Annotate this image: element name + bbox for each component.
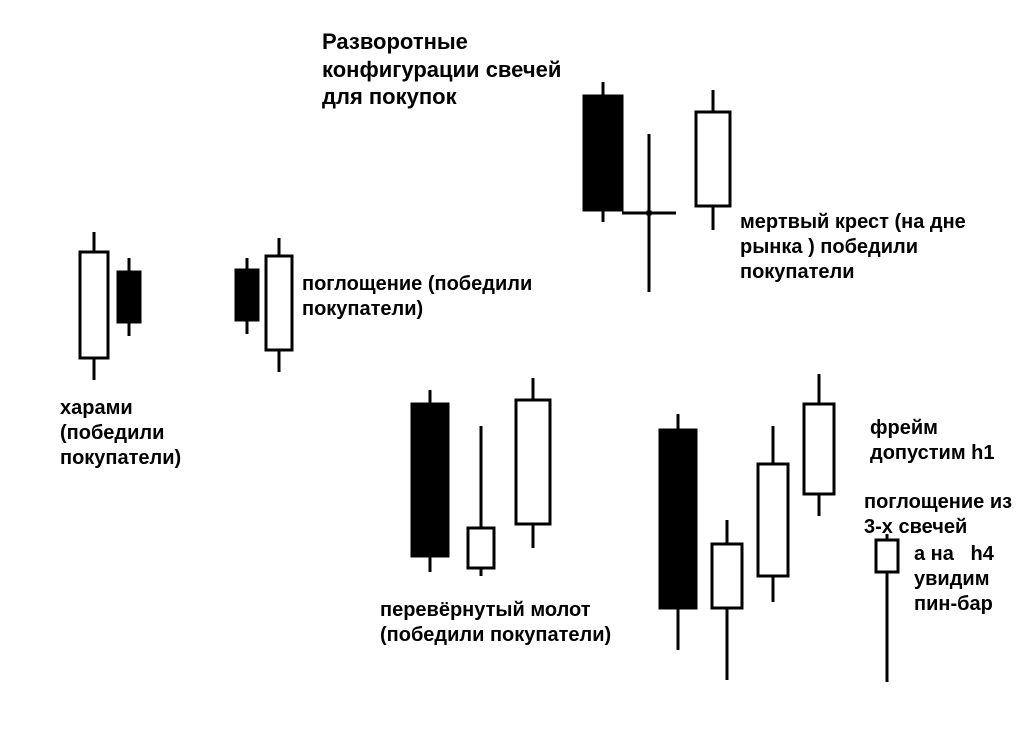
label-h4-pinbar: а на h4 увидим пин-бар [914, 542, 994, 617]
label-engulfing: поглощение (победили покупатели) [302, 272, 532, 322]
diagram-canvas: Разворотные конфигурации свечей для поку… [0, 0, 1018, 724]
label-three-candle: поглощение из 3-х свечей [864, 490, 1012, 540]
label-inverted-hammer: перевёрнутый молот (победили покупатели) [380, 598, 611, 648]
title: Разворотные конфигурации свечей для поку… [322, 28, 561, 111]
label-dead-cross: мертвый крест (на дне рынка ) победили п… [740, 210, 966, 285]
label-frame: фрейм допустим h1 [870, 416, 995, 466]
label-harami: харами (победили покупатели) [60, 396, 181, 471]
